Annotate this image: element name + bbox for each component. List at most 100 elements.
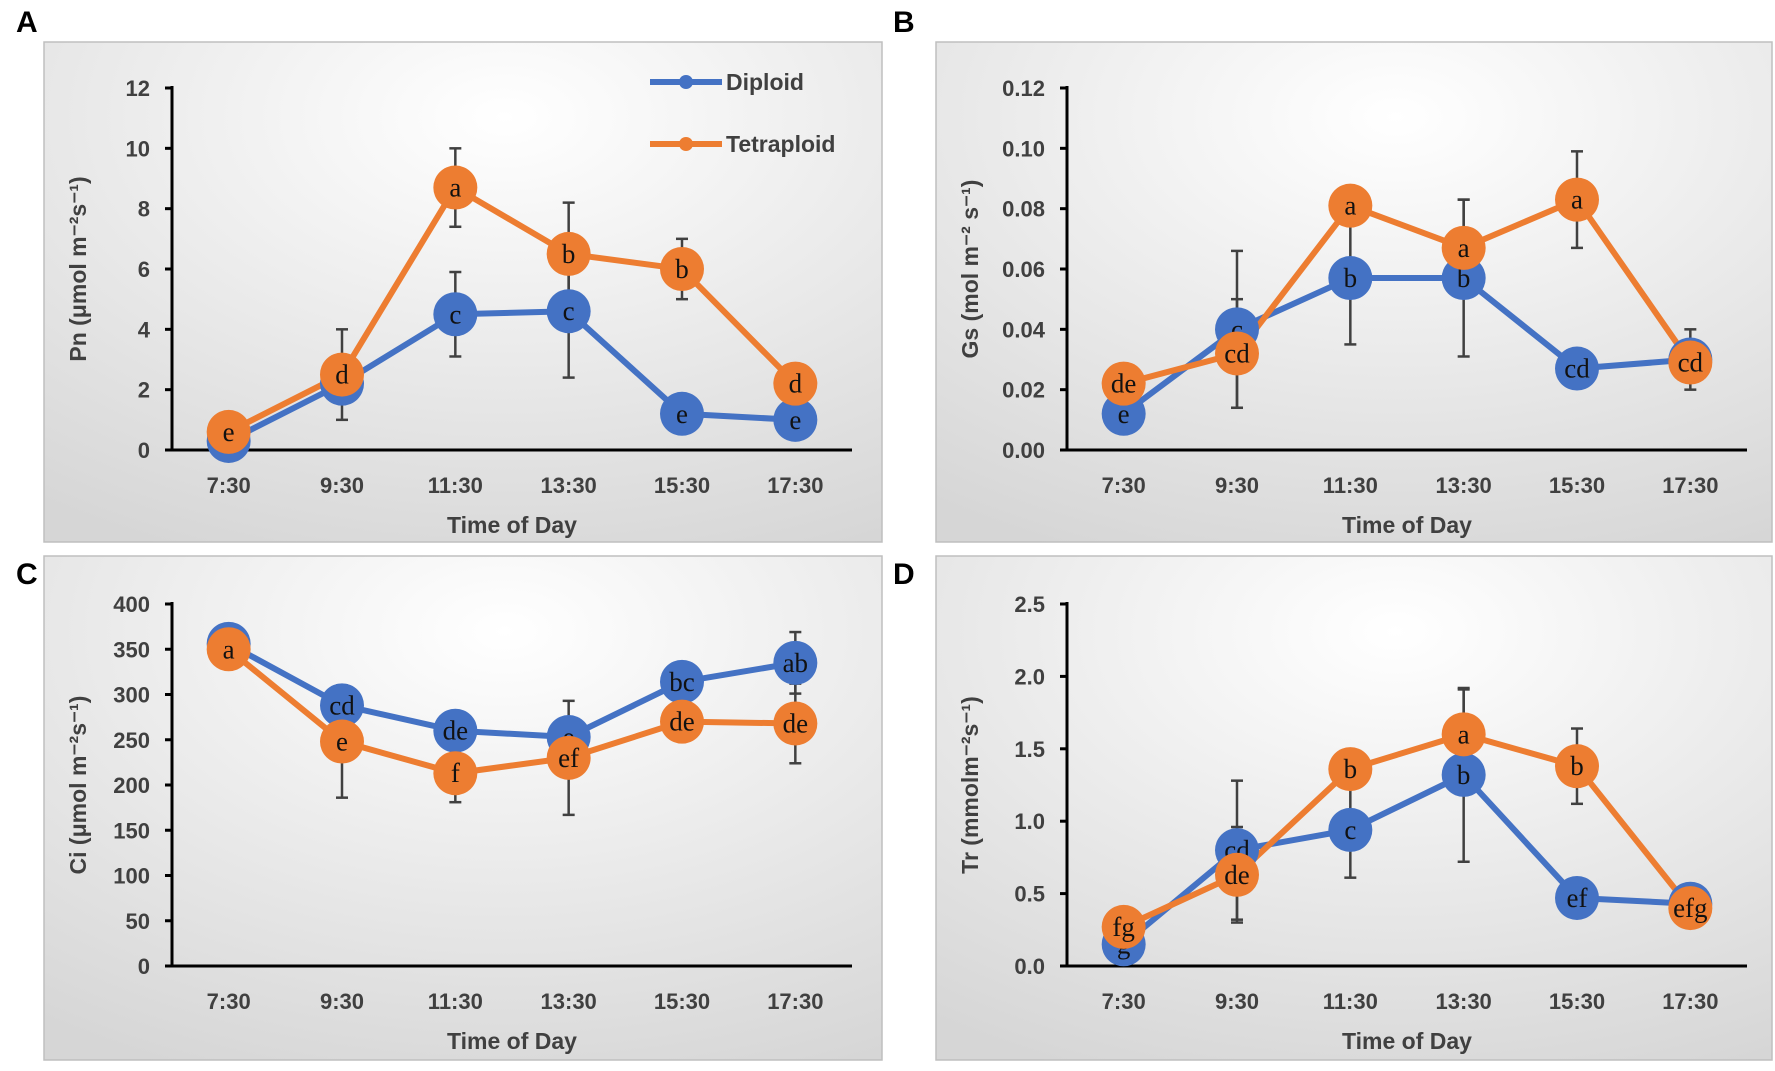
significance-letter: b [562, 239, 576, 269]
data-point-tetraploid [773, 361, 818, 406]
x-tick-label: 11:30 [428, 473, 483, 498]
y-tick-label: 1.0 [1014, 809, 1045, 834]
x-tick-label: 9:30 [320, 989, 364, 1014]
data-point-tetraploid [1441, 712, 1486, 757]
y-axis-title: Gs (mol m⁻² s⁻¹) [957, 180, 983, 359]
y-tick-label: 0 [138, 438, 150, 463]
data-point-diploid [320, 683, 364, 728]
data-point-tetraploid [433, 751, 478, 796]
y-axis-title: Ci (μmol m⁻²s⁻¹) [65, 696, 91, 875]
data-point-tetraploid [1555, 177, 1599, 222]
significance-letter: ef [558, 743, 579, 773]
panel-letter: C [16, 558, 38, 591]
significance-letter: a [1458, 719, 1470, 749]
significance-letter: cd [1224, 338, 1250, 368]
x-tick-label: 17:30 [1662, 989, 1718, 1014]
data-point-tetraploid [206, 409, 251, 454]
y-tick-label: 0.00 [1002, 438, 1045, 463]
significance-letter: c [1344, 815, 1356, 845]
significance-letter: b [1457, 263, 1471, 293]
x-tick-label: 11:30 [1323, 473, 1378, 498]
legend-marker [679, 137, 693, 151]
data-point-tetraploid [773, 701, 818, 746]
y-tick-label: 300 [113, 683, 150, 708]
significance-letter: de [669, 707, 695, 737]
data-point-diploid [1328, 807, 1373, 852]
significance-letter: fg [1112, 912, 1135, 942]
data-point-tetraploid [1328, 183, 1373, 228]
significance-letter: b [1570, 751, 1584, 781]
y-tick-label: 4 [138, 317, 151, 342]
x-axis-title: Time of Day [1342, 1028, 1472, 1054]
legend-marker [679, 75, 693, 89]
data-point-tetraploid [1101, 904, 1146, 949]
panel-letter: A [16, 6, 38, 39]
significance-letter: a [1571, 185, 1583, 215]
y-tick-label: 0.02 [1002, 378, 1045, 403]
data-point-tetraploid [1668, 340, 1713, 385]
data-point-tetraploid [1668, 886, 1713, 931]
data-point-tetraploid [660, 247, 704, 291]
y-tick-label: 400 [113, 592, 150, 617]
data-point-tetraploid [1555, 744, 1599, 789]
significance-letter: ab [783, 648, 808, 678]
significance-letter: a [1458, 233, 1470, 263]
data-point-tetraploid [1441, 225, 1486, 270]
panel-letter: B [893, 6, 915, 39]
y-tick-label: 100 [113, 864, 150, 889]
x-tick-label: 15:30 [654, 473, 710, 498]
x-tick-label: 17:30 [1662, 473, 1718, 498]
panel-b: B 0.00 0.02 0.04 0.06 0.08 0.10 0.12 7:30 9:30 11:… [893, 6, 1773, 543]
significance-letter: efg [1673, 893, 1707, 923]
x-tick-label: 13:30 [1436, 473, 1492, 498]
significance-letter: e [1118, 399, 1130, 429]
x-axis-title: Time of Day [447, 512, 577, 538]
significance-letter: c [563, 296, 575, 326]
data-point-tetraploid [546, 735, 591, 780]
significance-letter: de [783, 708, 809, 738]
significance-letter: cd [1564, 354, 1590, 384]
y-axis-title: Tr (mmolm⁻²s⁻¹) [957, 696, 983, 874]
data-point-tetraploid [1215, 331, 1259, 376]
x-tick-label: 7:30 [1102, 473, 1146, 498]
plot-background [43, 41, 883, 543]
y-tick-label: 50 [126, 909, 150, 934]
data-point-tetraploid [433, 165, 478, 210]
x-tick-label: 9:30 [1215, 989, 1259, 1014]
data-point-diploid [773, 640, 818, 685]
significance-letter: de [443, 716, 469, 746]
legend-label: Tetraploid [726, 131, 835, 157]
significance-letter: de [1224, 860, 1250, 890]
significance-letter: e [336, 727, 348, 757]
y-tick-label: 0.04 [1002, 317, 1046, 342]
panel-letter: D [893, 558, 915, 591]
data-point-diploid [1555, 346, 1599, 391]
y-tick-label: 2 [138, 378, 150, 403]
plot-background [935, 555, 1773, 1061]
significance-letter: f [451, 758, 460, 788]
y-tick-label: 0.5 [1014, 882, 1045, 907]
data-point-diploid [433, 708, 478, 753]
significance-letter: de [1111, 369, 1137, 399]
data-point-diploid [1441, 256, 1486, 301]
data-point-diploid [660, 391, 704, 436]
y-tick-label: 1.5 [1014, 737, 1045, 762]
x-axis-title: Time of Day [447, 1028, 577, 1054]
data-point-diploid [1441, 752, 1486, 797]
x-tick-label: 13:30 [1436, 989, 1492, 1014]
data-point-tetraploid [320, 719, 364, 764]
data-point-tetraploid [1215, 852, 1259, 897]
y-tick-label: 200 [113, 773, 150, 798]
data-point-tetraploid [1328, 747, 1373, 792]
x-tick-label: 11:30 [1323, 989, 1378, 1014]
x-tick-label: 9:30 [320, 473, 364, 498]
x-tick-label: 15:30 [654, 989, 710, 1014]
panel-c: C 0 50 100 150 200 250 300 350 400 7:30 9:30 11:30 13… [16, 555, 883, 1061]
x-tick-label: 15:30 [1549, 473, 1605, 498]
y-tick-label: 0.0 [1014, 954, 1045, 979]
significance-letter: b [1344, 754, 1358, 784]
data-point-tetraploid [206, 627, 251, 672]
data-point-diploid [433, 292, 478, 337]
x-tick-label: 13:30 [541, 989, 597, 1014]
x-axis-title: Time of Day [1342, 512, 1472, 538]
